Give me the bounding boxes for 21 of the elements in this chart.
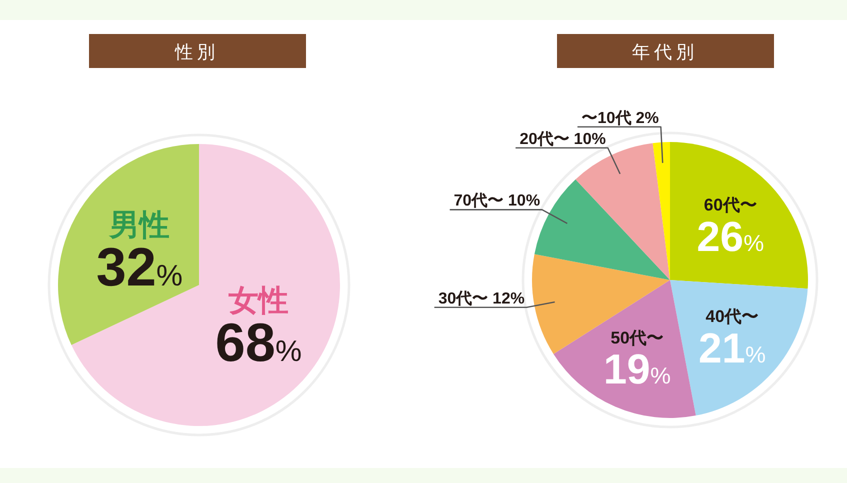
slice-label: 50代〜: [610, 328, 664, 348]
chart-title: 性別: [174, 42, 219, 62]
slice-label: 40代〜: [706, 307, 759, 326]
slice-label: 男性: [108, 209, 170, 242]
pie-slice: [576, 143, 670, 280]
chart-title: 年代別: [632, 42, 698, 62]
pie-slice: [652, 142, 670, 280]
slice-label: 30代〜 12%: [438, 289, 525, 308]
pie-slice: [670, 142, 808, 289]
slice-label: 〜10代 2%: [581, 108, 659, 127]
slice-label: 60代〜: [704, 196, 757, 215]
data-label: 21%: [698, 324, 766, 372]
pie-slice: [71, 144, 340, 426]
pie-slice: [670, 280, 808, 416]
data-label: 26%: [696, 212, 764, 260]
slice-label: 70代〜 10%: [454, 192, 540, 210]
data-label: 19%: [603, 346, 671, 393]
pie-slice: [532, 254, 670, 354]
slice-label: 女性: [228, 284, 289, 318]
pie-slice: [553, 280, 696, 418]
slice-label: 20代〜 10%: [520, 130, 606, 148]
